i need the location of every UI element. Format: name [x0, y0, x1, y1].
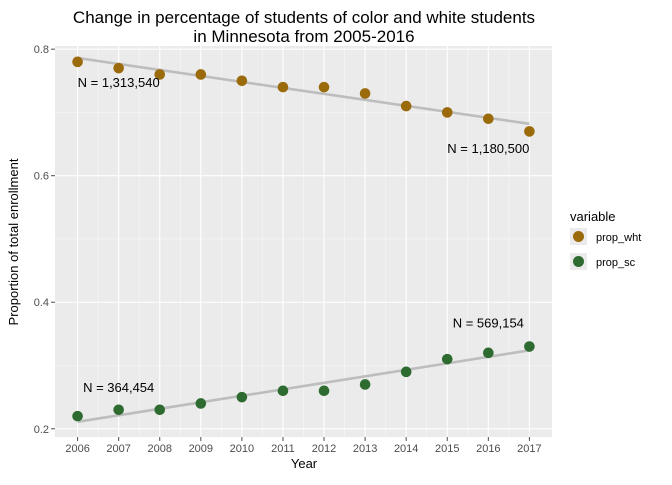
legend-marker-prop-sc — [573, 256, 584, 267]
data-point-prop-wht — [113, 62, 124, 74]
data-point-prop-wht — [72, 56, 83, 68]
chart-title-line1: Change in percentage of students of colo… — [73, 8, 535, 27]
y-tick-label: 0.6 — [34, 171, 49, 183]
data-point-prop-sc — [318, 385, 330, 397]
x-tick-label: 2008 — [147, 443, 171, 455]
annotation-label: N = 569,154 — [453, 316, 524, 331]
data-point-prop-wht — [277, 81, 289, 93]
trend-line-prop-sc — [77, 349, 530, 424]
data-point-prop-sc — [359, 379, 371, 390]
legend: variable prop_wht prop_sc — [570, 209, 641, 270]
annotation-label: N = 1,180,500 — [447, 141, 529, 156]
plot-panel — [55, 46, 552, 437]
axes: 0.2 0.4 0.6 0.8 2006 2007 2008 2009 2010 2011 2012… — [34, 44, 542, 455]
x-tick-label: 2012 — [312, 443, 336, 455]
trend-line-prop-wht — [77, 56, 530, 126]
x-tick-label: 2014 — [394, 443, 418, 455]
data-point-prop-sc — [236, 391, 248, 403]
data-point-prop-sc — [524, 341, 535, 352]
x-tick-label: 2006 — [65, 443, 89, 455]
x-tick-label: 2011 — [271, 443, 295, 455]
plot-marks: N = 1,313,540 N = 1,180,500 N = 364,454 N =… — [72, 56, 535, 424]
data-point-prop-sc — [154, 404, 166, 416]
x-tick-label: 2013 — [353, 443, 377, 455]
data-point-prop-sc — [400, 366, 412, 378]
chart-title-line2: in Minnesota from 2005-2016 — [193, 27, 414, 46]
x-tick-label: 2017 — [517, 443, 541, 455]
data-point-prop-wht — [441, 107, 453, 118]
annotation-label: N = 1,313,540 — [78, 75, 160, 90]
data-point-prop-sc — [195, 398, 207, 409]
legend-marker-prop-wht — [573, 231, 584, 242]
data-point-prop-wht — [195, 69, 207, 80]
y-axis-label: Proportion of total enrollment — [6, 158, 21, 325]
y-tick-label: 0.8 — [34, 44, 49, 56]
annotation-label: N = 364,454 — [83, 380, 154, 395]
x-axis-label: Year — [291, 456, 318, 471]
x-tick-label: 2016 — [476, 443, 500, 455]
legend-label-prop-wht: prop_wht — [596, 232, 641, 244]
legend-title: variable — [570, 209, 616, 224]
y-tick-label: 0.2 — [34, 424, 49, 436]
x-tick-label: 2015 — [435, 443, 459, 455]
data-point-prop-sc — [277, 385, 289, 397]
legend-label-prop-sc: prop_sc — [596, 257, 636, 269]
y-tick-label: 0.4 — [34, 297, 49, 309]
data-point-prop-sc — [441, 353, 453, 365]
data-point-prop-wht — [483, 113, 494, 125]
data-point-prop-wht — [236, 75, 248, 87]
x-tick-label: 2010 — [230, 443, 254, 455]
x-tick-label: 2007 — [106, 443, 130, 455]
data-point-prop-wht — [359, 88, 371, 99]
data-point-prop-wht — [524, 126, 535, 137]
data-point-prop-wht — [154, 69, 166, 80]
data-point-prop-wht — [318, 81, 330, 93]
x-tick-label: 2009 — [189, 443, 213, 455]
data-point-prop-sc — [483, 347, 494, 359]
data-point-prop-wht — [400, 100, 412, 112]
data-point-prop-sc — [72, 410, 83, 422]
data-point-prop-sc — [113, 404, 124, 416]
